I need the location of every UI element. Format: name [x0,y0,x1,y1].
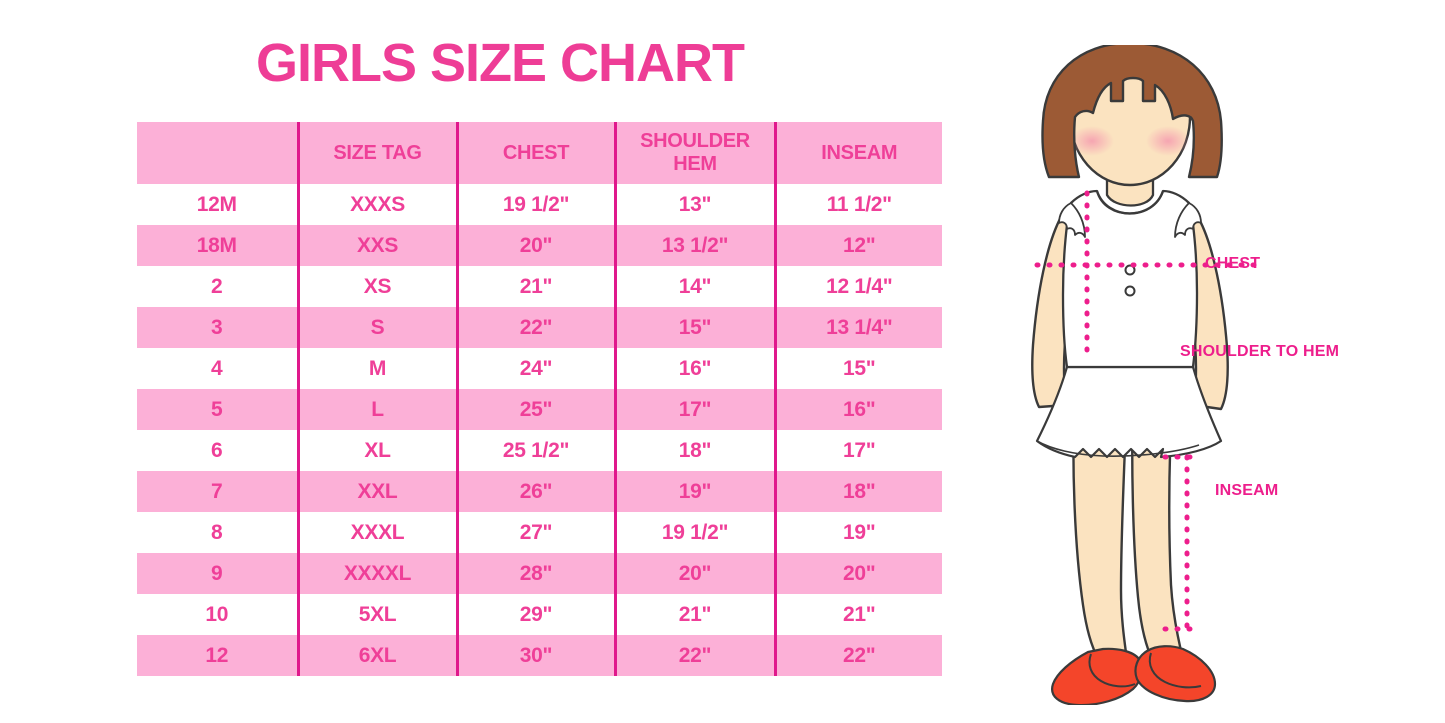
cell-shoulder-hem: 13 1/2" [615,225,777,266]
cell-shoulder-hem: 18" [615,430,777,471]
column-header-inseam: INSEAM [821,141,898,164]
annotation-shoulder-to-hem: SHOULDER TO HEM [1180,343,1340,360]
cell-size: 18M [137,225,300,266]
annotation-inseam: INSEAM [1215,482,1279,499]
girl-body [1031,45,1229,705]
cell-chest: 28" [457,553,617,594]
cell-chest: 27" [457,512,617,553]
cell-inseam: 18" [843,479,876,503]
table-row: 8 XXXL 27" 19 1/2" 19" [137,512,942,553]
cell-size-tag: XXL [298,471,459,512]
table-row: 2 XS 21" 14" 12 1/4" [137,266,942,307]
cell-chest: 21" [457,266,617,307]
cell-chest: 22" [457,307,617,348]
cell-shoulder-hem: 17" [615,389,777,430]
cell-size: 5 [137,389,300,430]
cell-size: 2 [137,266,300,307]
table-row: 7 XXL 26" 19" 18" [137,471,942,512]
button-top [1124,264,1136,276]
blush-left [1070,126,1114,156]
column-header-size [137,122,300,184]
table-header-row: SIZE TAG CHEST SHOULDER HEM INSEAM [137,122,942,184]
cell-inseam: 22" [843,643,876,667]
cell-inseam: 19" [843,520,876,544]
cell-size-tag: XXXS [298,184,459,225]
cell-inseam: 13 1/4" [826,315,893,339]
cell-inseam: 16" [843,397,876,421]
size-chart-table: SIZE TAG CHEST SHOULDER HEM INSEAM 12M X… [137,122,942,676]
cell-size-tag: XL [298,430,459,471]
cell-chest: 19 1/2" [457,184,617,225]
table-row: 18M XXS 20" 13 1/2" 12" [137,225,942,266]
cell-inseam: 12" [843,233,876,257]
cell-inseam: 21" [843,602,876,626]
cell-inseam: 15" [843,356,876,380]
cell-size: 9 [137,553,300,594]
shoe-right [1134,645,1217,703]
cell-size-tag: L [298,389,459,430]
cell-shoulder-hem: 14" [615,266,777,307]
cell-inseam: 12 1/4" [826,274,893,298]
inseam-bracket [1162,454,1200,632]
cell-size: 4 [137,348,300,389]
cell-chest: 20" [457,225,617,266]
cell-shoulder-hem: 19" [615,471,777,512]
cell-size-tag: M [298,348,459,389]
cell-shoulder-hem: 13" [615,184,777,225]
cell-size-tag: XXXXL [298,553,459,594]
cell-shoulder-hem: 15" [615,307,777,348]
cell-chest: 24" [457,348,617,389]
cell-size: 10 [137,594,300,635]
column-header-shoulder-hem: SHOULDER HEM [615,122,777,184]
table-row: 4 M 24" 16" 15" [137,348,942,389]
cell-chest: 30" [457,635,617,676]
table-row: 6 XL 25 1/2" 18" 17" [137,430,942,471]
cell-inseam: 11 1/2" [826,192,892,216]
column-header-size-tag: SIZE TAG [298,122,459,184]
cell-size-tag: XXS [298,225,459,266]
cell-size: 12M [137,184,300,225]
cell-size: 8 [137,512,300,553]
table-row: 10 5XL 29" 21" 21" [137,594,942,635]
cell-chest: 29" [457,594,617,635]
cell-chest: 26" [457,471,617,512]
cell-size-tag: XXXL [298,512,459,553]
page-title: GIRLS SIZE CHART [255,33,745,93]
shoe-left [1051,647,1143,705]
cell-inseam: 17" [843,438,876,462]
cell-size-tag: XS [298,266,459,307]
cell-inseam: 20" [843,561,876,585]
cell-shoulder-hem: 21" [615,594,777,635]
table-row: 9 XXXXL 28" 20" 20" [137,553,942,594]
cell-size: 3 [137,307,300,348]
column-header-chest: CHEST [457,122,617,184]
table-body: 12M XXXS 19 1/2" 13" 11 1/2" 18M XXS 20"… [137,184,942,676]
measurement-guides [1034,190,1268,632]
table-row: 12 6XL 30" 22" 22" [137,635,942,676]
cell-size: 7 [137,471,300,512]
cell-size-tag: 5XL [298,594,459,635]
cell-chest: 25 1/2" [457,430,617,471]
cell-shoulder-hem: 20" [615,553,777,594]
cell-size: 6 [137,430,300,471]
cell-shoulder-hem: 22" [615,635,777,676]
cell-size-tag: S [298,307,459,348]
cell-shoulder-hem: 16" [615,348,777,389]
blush-right [1146,126,1190,156]
girl-figure-illustration [975,45,1445,705]
cell-shoulder-hem: 19 1/2" [615,512,777,553]
table-row: 3 S 22" 15" 13 1/4" [137,307,942,348]
cell-size-tag: 6XL [298,635,459,676]
cell-size: 12 [137,635,300,676]
button-bottom [1124,285,1136,297]
table-header: SIZE TAG CHEST SHOULDER HEM INSEAM [137,122,942,184]
cell-chest: 25" [457,389,617,430]
annotation-chest: CHEST [1205,255,1261,272]
table-row: 12M XXXS 19 1/2" 13" 11 1/2" [137,184,942,225]
table-row: 5 L 25" 17" 16" [137,389,942,430]
